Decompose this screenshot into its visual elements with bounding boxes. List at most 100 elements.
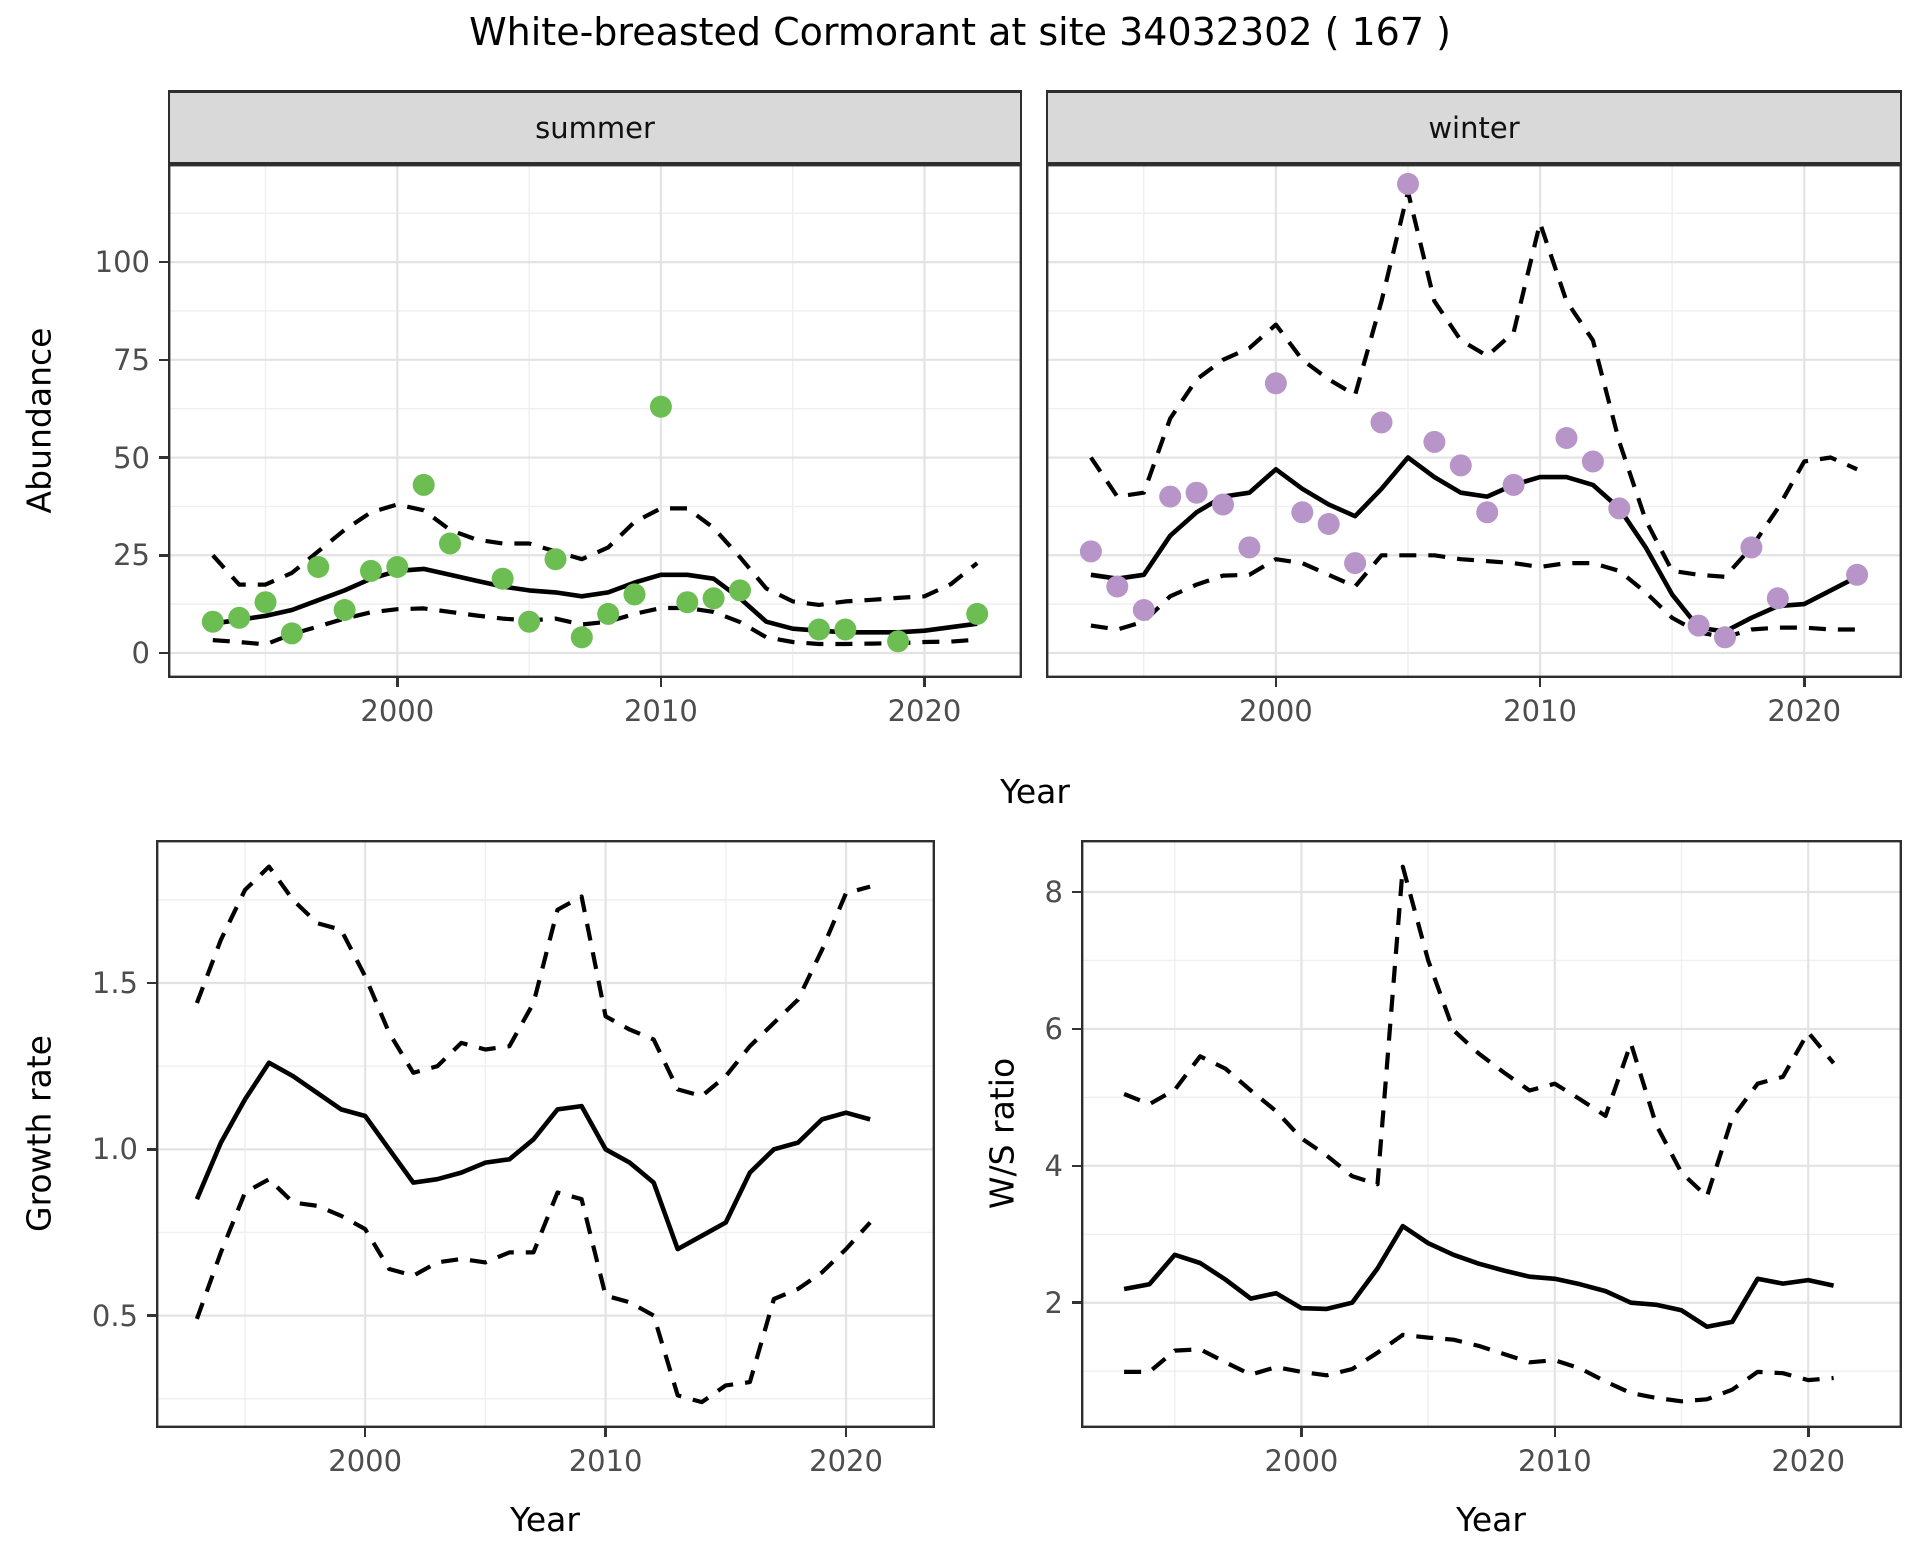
data-point <box>228 606 251 629</box>
data-point <box>570 626 593 649</box>
y-tick-label: 1.5 <box>91 966 138 1000</box>
data-point <box>491 567 514 590</box>
confidence-upper_ci-line <box>1123 864 1836 1199</box>
panel-border <box>1081 840 1902 1428</box>
confidence-upper_ci-line <box>1089 189 1858 579</box>
x-tick-mark <box>1553 1428 1557 1437</box>
data-point <box>544 548 567 571</box>
data-point <box>834 618 857 641</box>
panel-abundance-summer <box>168 164 1022 679</box>
y-tick-label: 4 <box>1044 1148 1063 1183</box>
y-tick-label: 50 <box>113 440 150 475</box>
data-point <box>729 579 751 602</box>
x-tick-label: 2010 <box>623 694 698 728</box>
panel-border <box>168 164 1022 679</box>
x-tick-label: 2020 <box>1767 694 1842 728</box>
y-tick-mark <box>159 456 168 459</box>
y-tick-mark <box>1072 890 1081 894</box>
y-tick-label: 75 <box>113 342 150 377</box>
panel-background <box>156 840 935 1428</box>
data-point <box>201 610 224 633</box>
y-tick-label: 0.5 <box>91 1298 138 1333</box>
x-tick-label: 2000 <box>1238 694 1313 728</box>
data-point <box>1238 536 1261 559</box>
data-point <box>1185 481 1208 504</box>
x-tick-label: 2020 <box>1771 1444 1846 1478</box>
data-point <box>439 532 461 555</box>
x-tick-mark <box>844 1428 848 1437</box>
data-point <box>307 556 330 578</box>
y-tick-mark <box>159 553 168 557</box>
confidence-upper_ci-line <box>211 502 979 607</box>
x-tick-mark <box>1802 678 1806 687</box>
y-tick-mark <box>1072 1301 1081 1305</box>
y-tick-mark <box>159 651 168 655</box>
x-tick-mark <box>1538 678 1542 687</box>
y-axis-title-abundance: Abundance <box>19 327 59 514</box>
y-tick-label: 2 <box>1044 1285 1063 1320</box>
data-point <box>808 618 830 641</box>
panel-border <box>1046 164 1902 679</box>
x-tick-mark <box>1806 1428 1810 1437</box>
data-point <box>1159 485 1182 508</box>
y-tick-mark <box>159 358 168 362</box>
data-point <box>887 630 910 653</box>
data-point <box>1212 493 1234 516</box>
data-point <box>280 622 303 645</box>
y-tick-label: 6 <box>1044 1011 1063 1046</box>
x-tick-mark <box>923 678 926 687</box>
fit-line <box>1123 1223 1835 1330</box>
y-tick-mark <box>159 260 168 264</box>
y-tick-label: 0 <box>131 635 150 670</box>
y-tick-label: 25 <box>113 538 150 573</box>
data-point <box>1449 454 1472 477</box>
x-axis-title-top: Year <box>1000 772 1070 811</box>
panel-border <box>156 840 935 1428</box>
x-tick-mark <box>363 1428 367 1437</box>
data-point <box>649 395 672 418</box>
data-point <box>966 602 989 625</box>
data-point <box>1132 599 1155 621</box>
data-point <box>1264 372 1287 395</box>
facet-strip-summer: summer <box>168 90 1022 164</box>
y-tick-mark <box>1072 1164 1081 1168</box>
facet-strip-summer-label: summer <box>535 110 655 145</box>
x-tick-label: 2010 <box>568 1444 643 1478</box>
y-tick-mark <box>147 1314 156 1317</box>
chart-title: White-breasted Cormorant at site 3403230… <box>469 10 1451 54</box>
data-point <box>702 587 725 610</box>
facet-strip-winter-label: winter <box>1428 110 1520 145</box>
data-point <box>412 473 435 496</box>
panel-background <box>1081 840 1902 1428</box>
data-point <box>676 591 699 614</box>
data-point <box>1581 450 1604 473</box>
y-tick-label: 100 <box>94 245 150 280</box>
x-tick-mark <box>1274 678 1278 687</box>
x-tick-label: 2020 <box>887 694 962 728</box>
data-point <box>360 559 382 582</box>
x-tick-mark <box>659 678 663 687</box>
confidence-lower_ci-line <box>194 1177 872 1405</box>
data-point <box>1555 427 1578 449</box>
data-point <box>1740 536 1763 559</box>
panel-growth-rate <box>156 840 935 1428</box>
data-point <box>518 610 541 633</box>
data-point <box>1687 614 1710 637</box>
confidence-upper_ci-line <box>194 864 871 1099</box>
x-tick-label: 2010 <box>1517 1444 1592 1478</box>
data-point <box>1502 473 1525 496</box>
data-point <box>1476 501 1499 524</box>
data-point <box>1714 626 1736 649</box>
x-tick-label: 2020 <box>809 1444 883 1478</box>
data-point <box>1766 587 1789 610</box>
y-tick-mark <box>1072 1027 1081 1031</box>
x-axis-title-ws: Year <box>1456 1500 1526 1539</box>
data-point <box>1106 575 1129 598</box>
y-tick-label: 8 <box>1044 875 1063 910</box>
data-point <box>1423 430 1446 453</box>
confidence-lower_ci-line <box>1124 1332 1834 1404</box>
x-tick-label: 2000 <box>360 694 435 728</box>
x-tick-mark <box>396 678 399 687</box>
data-point <box>1846 563 1869 586</box>
